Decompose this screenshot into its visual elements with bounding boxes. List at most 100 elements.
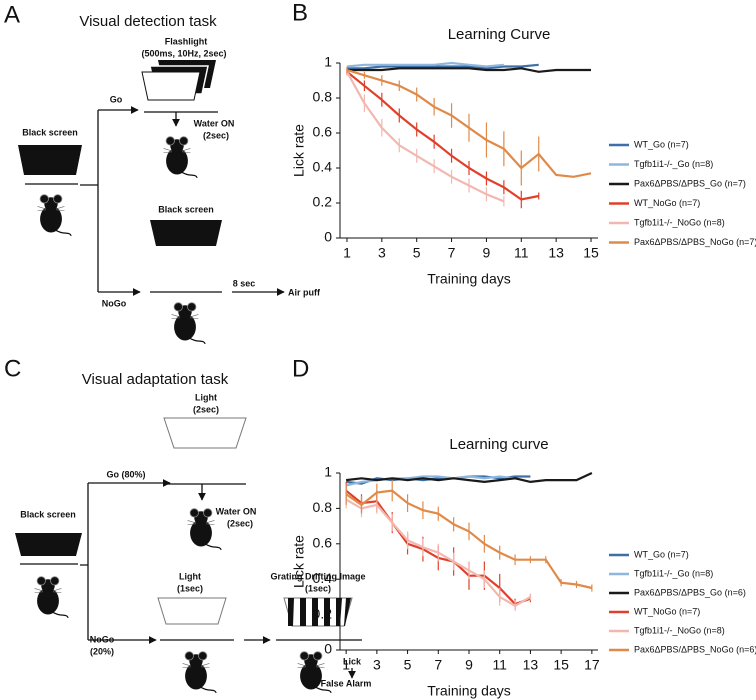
y-tick-label: 1: [324, 54, 332, 70]
panel-c: C Visual adaptation task Black screen Go…: [4, 355, 372, 694]
panel-label: D: [292, 355, 309, 382]
legend-label: Pax6ΔPBS/ΔPBS_Go (n=7): [634, 178, 746, 188]
x-axis-label: Training days: [427, 271, 511, 287]
chart-title: Learning curve: [449, 436, 548, 453]
diagram-text: (20%): [90, 646, 114, 656]
mouse-icon: [36, 194, 72, 237]
x-tick-label: 3: [378, 245, 386, 261]
x-tick-label: 15: [583, 245, 599, 261]
diagram-text: NoGo: [90, 634, 115, 644]
grating: [283, 597, 353, 627]
series-line: [346, 61, 505, 68]
diagram-text: Black screen: [158, 204, 214, 214]
chart-title: Learning Curve: [448, 26, 551, 43]
series-line: [346, 68, 592, 178]
x-tick-label: 7: [434, 657, 442, 673]
legend-label: WT_Go (n=7): [634, 139, 689, 149]
y-tick-label: 0.2: [313, 194, 333, 210]
panel-label: B: [292, 0, 308, 26]
series-line: [347, 67, 591, 73]
flash-frame: [141, 71, 201, 101]
legend-label: WT_NoGo (n=7): [634, 198, 700, 208]
mouse-icon: [170, 302, 206, 345]
diagram-text: (2sec): [227, 518, 253, 528]
y-tick-label: 0.4: [313, 159, 333, 175]
branch-line: [80, 483, 89, 640]
x-tick-label: 9: [465, 657, 473, 673]
x-tick-label: 13: [523, 657, 539, 673]
mouse-icon: [162, 136, 198, 179]
branch-line: [80, 110, 99, 292]
diagram-text: Black screen: [22, 127, 78, 137]
y-tick-label: 0.4: [313, 570, 333, 586]
diagram-text: Lick: [343, 656, 362, 666]
diagram-text: NoGo: [102, 298, 127, 308]
panel-title: Visual adaptation task: [82, 371, 229, 388]
screen: [18, 145, 82, 175]
diagram-text: (1sec): [305, 583, 331, 593]
diagram-text: Light: [179, 571, 201, 581]
diagram-text: 8 sec: [233, 278, 256, 288]
legend-label: Tgfb1i1-/-_NoGo (n=8): [634, 625, 725, 635]
series-line: [347, 63, 539, 70]
legend-label: Pax6ΔPBS/ΔPBS_NoGo (n=7): [634, 237, 756, 247]
legend-label: Tgfb1i1-/-_NoGo (n=8): [634, 217, 725, 227]
x-tick-label: 11: [492, 657, 507, 673]
panel-label: A: [4, 1, 20, 28]
series-line: [345, 498, 531, 608]
y-tick-label: 0: [324, 641, 332, 657]
y-tick-label: 0: [324, 229, 332, 245]
diagram-text: Go: [110, 94, 123, 104]
x-tick-label: 17: [584, 657, 600, 673]
y-tick-label: 0.8: [313, 499, 333, 515]
panel-label: C: [4, 355, 21, 382]
light-screen: [163, 417, 247, 449]
panel-a: A Visual detection task Black screen Go …: [4, 1, 321, 345]
series-line: [345, 489, 593, 590]
series-line: [345, 475, 531, 485]
series-line: [345, 472, 593, 484]
diagram-text: Black screen: [20, 509, 76, 519]
legend-label: WT_NoGo (n=7): [634, 606, 700, 616]
x-tick-label: 7: [448, 245, 456, 261]
legend-label: Pax6ΔPBS/ΔPBS_NoGo (n=6): [634, 644, 756, 654]
legend-label: Tgfb1i1-/-_Go (n=8): [634, 159, 713, 169]
y-tick-label: 1: [324, 464, 332, 480]
mouse-icon: [33, 576, 69, 619]
legend-label: WT_Go (n=7): [634, 549, 689, 559]
screen: [15, 533, 82, 556]
diagram-text: (2sec): [193, 404, 219, 414]
x-tick-label: 3: [373, 657, 381, 673]
diagram-text: False Alarm: [321, 678, 372, 688]
x-tick-label: 5: [413, 245, 421, 261]
diagram-text: (1sec): [177, 583, 203, 593]
panel-title: Visual detection task: [79, 13, 217, 30]
x-tick-label: 1: [342, 657, 350, 673]
light-screen: [157, 597, 227, 625]
diagram-text: (2sec): [203, 130, 229, 140]
legend-label: Tgfb1i1-/-_Go (n=8): [634, 568, 713, 578]
diagram-text: Light: [195, 392, 217, 402]
diagram-text: Grating Drifting Image: [270, 571, 365, 581]
diagram-text: Flashlight: [165, 36, 208, 46]
x-tick-label: 11: [514, 245, 529, 261]
x-tick-label: 5: [404, 657, 412, 673]
y-axis-label: Lick rate: [291, 535, 307, 588]
y-tick-label: 0.6: [313, 124, 333, 140]
series-line: [346, 70, 539, 201]
y-tick-label: 0.6: [313, 535, 333, 551]
series-line: [346, 71, 505, 203]
diagram-text: Water ON: [194, 118, 235, 128]
legend-label: Pax6ΔPBS/ΔPBS_Go (n=6): [634, 587, 746, 597]
y-tick-label: 0.2: [313, 605, 333, 621]
mouse-icon: [181, 651, 217, 694]
diagram-text: Go (80%): [106, 469, 145, 479]
x-tick-label: 9: [483, 245, 491, 261]
y-tick-label: 0.8: [313, 89, 333, 105]
y-axis-label: Lick rate: [291, 124, 307, 177]
screen: [150, 220, 222, 246]
x-tick-label: 1: [343, 245, 351, 261]
x-tick-label: 13: [548, 245, 564, 261]
diagram-text: Air puff: [288, 287, 321, 297]
